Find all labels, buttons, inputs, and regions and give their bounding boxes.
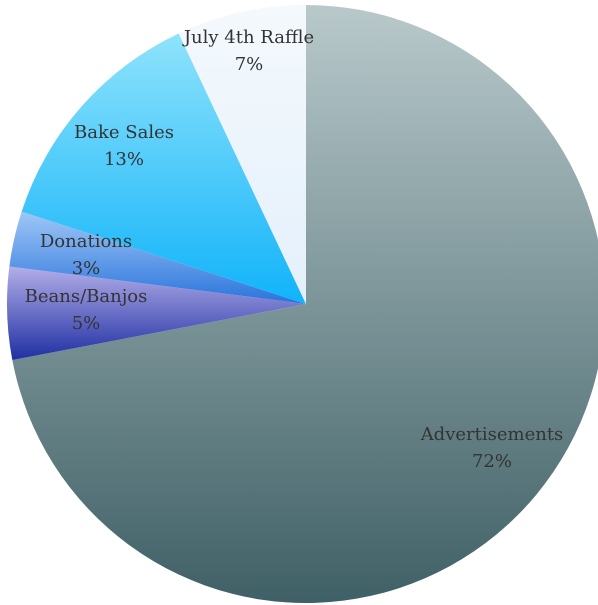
pie-slices [7,5,598,603]
slice-percent-label: 72% [472,451,512,472]
pie-slice-beans-banjos [7,266,306,361]
slice-percent-label: 3% [72,258,101,279]
slice-label: Bake Sales [74,122,174,143]
slice-percent-label: 5% [72,313,101,334]
slice-label: Advertisements [420,424,564,445]
pie-slice-bake-sales [21,33,306,305]
pie-labels: Advertisements 72% Beans/Banjos 5% Donations… [25,27,564,472]
slice-label: Beans/Banjos [25,286,148,307]
slice-percent-label: 7% [235,54,264,75]
pie-slice-donations [9,211,307,304]
pie-slice-july-4th-raffle [178,5,306,304]
slice-label: Donations [40,231,132,252]
slice-percent-label: 13% [104,149,144,170]
pie-slice-advertisements [12,5,598,603]
slice-label: July 4th Raffle [182,27,314,48]
